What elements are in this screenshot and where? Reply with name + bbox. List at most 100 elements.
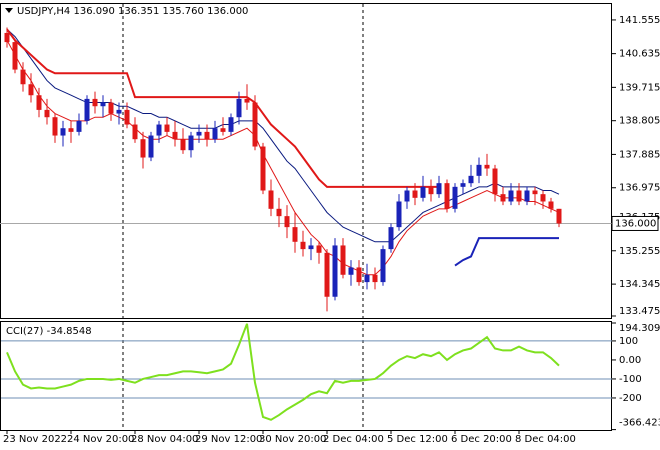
indicator-title: CCI(27) -34.8548: [6, 326, 92, 337]
candle-body: [324, 252, 330, 297]
candle-body: [524, 190, 530, 202]
candle-body: [12, 42, 18, 70]
candle-body: [404, 190, 410, 202]
candle-body: [76, 120, 82, 132]
candle-body: [284, 216, 290, 228]
price-frame: [0, 3, 612, 319]
y-tick-label: 141.555: [619, 15, 660, 26]
y-tick-label: 136.975: [619, 183, 660, 194]
x-tick-label: 23 Nov 2022: [3, 434, 67, 445]
candle-body: [124, 109, 130, 125]
y-tick-label: 133.475: [619, 306, 660, 317]
candle-body: [548, 201, 554, 209]
y-tick-label: 137.885: [619, 149, 660, 160]
y-tick-label: 139.715: [619, 82, 660, 93]
candle-body: [508, 190, 514, 202]
indicator-line: [6, 28, 560, 243]
y-tick-label: 100: [619, 336, 638, 347]
x-tick-label: 8 Dec 04:00: [515, 434, 576, 445]
candle-body: [516, 190, 522, 202]
x-tick-label: 6 Dec 20:00: [451, 434, 512, 445]
candle-body: [476, 164, 482, 176]
candle-body: [228, 117, 234, 132]
candle-body: [380, 249, 386, 283]
candle-body: [340, 245, 346, 275]
y-tick-label: 134.345: [619, 279, 660, 290]
candle-body: [204, 131, 210, 140]
cci-frame: [0, 321, 612, 431]
candle-body: [92, 98, 98, 107]
y-tick-label: -366.423: [619, 418, 660, 429]
candle-body: [68, 128, 74, 132]
candle-body: [108, 102, 114, 114]
candle-body: [532, 190, 538, 195]
x-tick-label: 30 Nov 20:00: [259, 434, 326, 445]
candle-body: [260, 146, 266, 191]
candle-body: [468, 175, 474, 184]
candle-body: [36, 95, 42, 110]
candle-body: [452, 186, 458, 209]
x-tick-label: 5 Dec 12:00: [387, 434, 448, 445]
candle-body: [292, 227, 298, 242]
candle-body: [148, 135, 154, 158]
y-tick-label: -100: [619, 374, 642, 385]
candle-body: [428, 186, 434, 195]
candle-body: [172, 131, 178, 140]
indicator-line: [6, 40, 560, 276]
candle-body: [132, 124, 138, 140]
x-tick-label: 28 Nov 04:00: [131, 434, 198, 445]
y-tick-label: -200: [619, 393, 642, 404]
candle-body: [116, 109, 122, 114]
candle-body: [300, 241, 306, 250]
candle-body: [436, 183, 442, 195]
candle-body: [196, 131, 202, 136]
candle-body: [356, 267, 362, 283]
candle-body: [348, 267, 354, 275]
candle-body: [308, 245, 314, 250]
menu-triangle: [5, 8, 13, 13]
last-price-box: [611, 215, 659, 231]
candle-body: [556, 208, 562, 224]
y-tick-label: 140.635: [619, 49, 660, 60]
candle-body: [180, 139, 186, 151]
candle-body: [188, 135, 194, 151]
candle-body: [60, 128, 66, 136]
candle-body: [100, 102, 106, 107]
candle-body: [268, 190, 274, 209]
indicator-line: [6, 323, 560, 421]
candle-body: [444, 183, 450, 209]
y-tick-label: 138.805: [619, 116, 660, 127]
y-tick-label: 135.255: [619, 246, 660, 257]
indicator-line: [454, 237, 559, 267]
candle-body: [212, 128, 218, 140]
candle-body: [20, 69, 26, 85]
candle-body: [164, 124, 170, 132]
candle-body: [156, 124, 162, 136]
candle-body: [220, 128, 226, 132]
candle-body: [84, 98, 90, 121]
candle-body: [44, 109, 50, 118]
indicator-line: [6, 28, 439, 188]
candle-body: [316, 245, 322, 253]
candle-body: [276, 208, 282, 217]
candle-body: [540, 194, 546, 202]
candle-body: [28, 84, 34, 96]
candle-body: [140, 139, 146, 158]
candle-body: [388, 227, 394, 250]
last-price-label: 136.000: [615, 218, 656, 229]
candle-body: [244, 98, 250, 103]
candle-body: [484, 164, 490, 169]
chart-title: USDJPY,H4 136.090 136.351 135.760 136.00…: [17, 6, 248, 17]
candle-body: [492, 168, 498, 195]
x-tick-label: 24 Nov 20:00: [67, 434, 134, 445]
candle-body: [4, 32, 10, 43]
candle-body: [364, 274, 370, 283]
x-tick-label: 29 Nov 12:00: [195, 434, 262, 445]
candle-body: [52, 117, 58, 136]
candle-body: [252, 102, 258, 147]
y-tick-label: 0.00: [619, 355, 641, 366]
candle-body: [396, 201, 402, 228]
candle-body: [412, 190, 418, 198]
